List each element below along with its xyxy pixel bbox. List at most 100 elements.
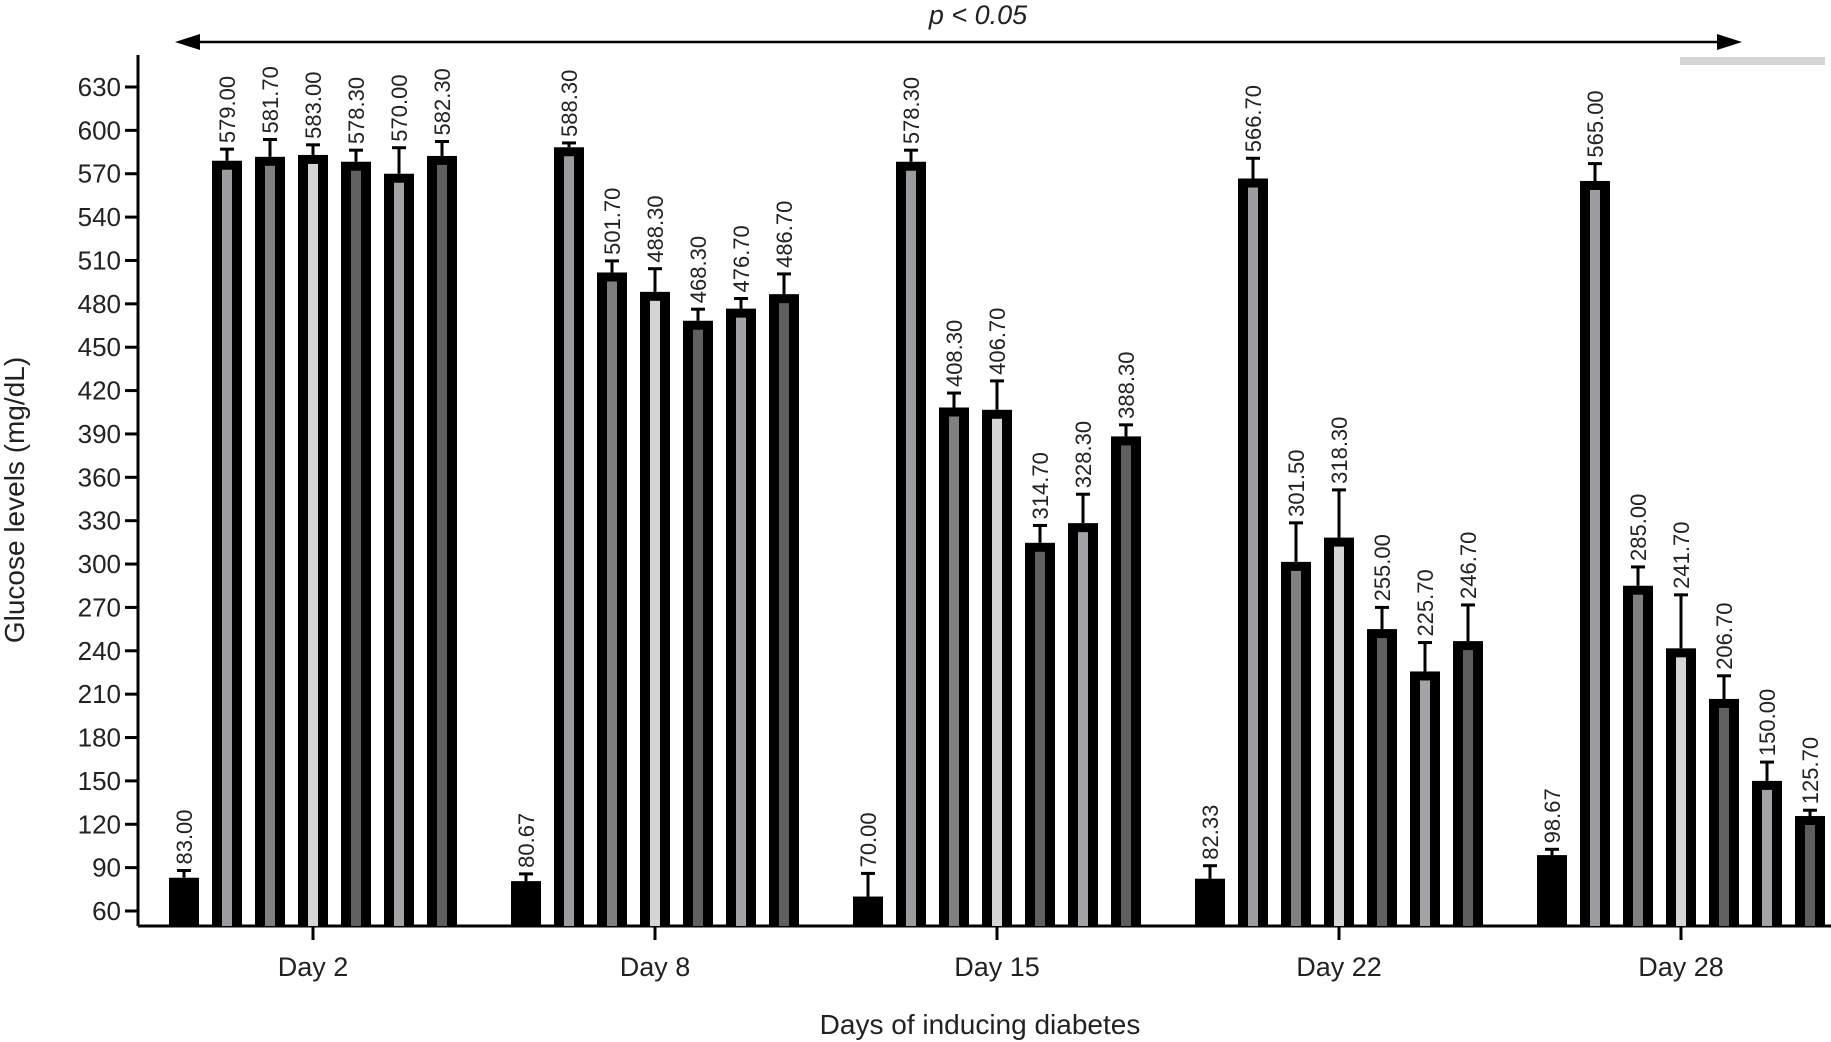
y-tick-label: 270 (78, 592, 121, 622)
y-tick-label: 540 (78, 202, 121, 232)
bar-fill-stripe (906, 170, 916, 926)
data-label: 388.30 (1114, 352, 1139, 419)
x-axis-label: Days of inducing diabetes (820, 1009, 1141, 1040)
data-label: 206.70 (1712, 603, 1737, 670)
bar-fill-stripe (1420, 680, 1430, 926)
y-tick-label: 90 (92, 853, 121, 883)
data-label: 468.30 (686, 236, 711, 303)
bar (1195, 878, 1225, 926)
data-label: 150.00 (1755, 689, 1780, 756)
bar-fill-stripe (1719, 707, 1729, 926)
significance-annotation: p < 0.05 (928, 0, 1028, 30)
data-label: 246.70 (1456, 532, 1481, 599)
bar-fill-stripe (1463, 650, 1473, 926)
data-label: 255.00 (1370, 534, 1395, 601)
data-label: 578.30 (899, 77, 924, 144)
arrow-left-head-icon (175, 34, 200, 50)
bar-fill-stripe (351, 170, 361, 926)
data-label: 570.00 (387, 74, 412, 141)
bar-fill-stripe (308, 163, 318, 927)
y-tick-label: 180 (78, 723, 121, 753)
data-label: 70.00 (856, 812, 881, 867)
bar-fill-stripe (1633, 594, 1643, 926)
bar (511, 881, 541, 926)
data-label: 408.30 (942, 320, 967, 387)
bar-fill-stripe (607, 281, 617, 926)
bar-fill-stripe (265, 165, 275, 927)
data-label: 318.30 (1327, 417, 1352, 484)
bar-fill-stripe (650, 300, 660, 926)
bar-fill-stripe (564, 156, 574, 926)
data-label: 285.00 (1626, 494, 1651, 561)
x-tick-label: Day 2 (278, 952, 349, 982)
y-tick-label: 420 (78, 376, 121, 406)
data-label: 583.00 (301, 72, 326, 139)
data-label: 566.70 (1241, 85, 1266, 152)
bar-fill-stripe (1121, 445, 1131, 926)
bar-fill-stripe (992, 418, 1002, 926)
y-tick-label: 150 (78, 766, 121, 796)
x-tick-label: Day 15 (954, 952, 1040, 982)
y-tick-label: 330 (78, 506, 121, 536)
bar-fill-stripe (1377, 638, 1387, 926)
y-tick-label: 570 (78, 159, 121, 189)
y-tick-label: 390 (78, 419, 121, 449)
data-label: 301.50 (1284, 450, 1309, 517)
bar-fill-stripe (1291, 570, 1301, 926)
y-tick-label: 60 (92, 896, 121, 926)
data-label: 565.00 (1583, 90, 1608, 157)
data-label: 314.70 (1028, 452, 1053, 519)
data-label: 486.70 (772, 201, 797, 268)
bar-fill-stripe (437, 164, 447, 926)
bar-fill-stripe (1805, 825, 1815, 926)
data-label: 241.70 (1669, 522, 1694, 589)
bar-fill-stripe (394, 182, 404, 927)
bar (169, 877, 199, 926)
bar (853, 896, 883, 926)
bar-fill-stripe (222, 169, 232, 926)
x-tick-label: Day 22 (1296, 952, 1382, 982)
y-tick-label: 510 (78, 245, 121, 275)
data-label: 406.70 (985, 308, 1010, 375)
bar-fill-stripe (1078, 532, 1088, 926)
data-label: 581.70 (258, 66, 283, 133)
data-label: 578.30 (344, 77, 369, 144)
bar-fill-stripe (779, 303, 789, 926)
y-tick-label: 360 (78, 462, 121, 492)
bar (1537, 855, 1567, 926)
bar-fill-stripe (1334, 546, 1344, 926)
bar-fill-stripe (693, 329, 703, 926)
bar-fill-stripe (1035, 551, 1045, 926)
data-label: 328.30 (1071, 421, 1096, 488)
arrow-right-head-icon (1717, 34, 1742, 50)
data-label: 488.30 (643, 195, 668, 262)
y-tick-label: 600 (78, 115, 121, 145)
y-tick-label: 480 (78, 289, 121, 319)
data-label: 98.67 (1540, 788, 1565, 843)
y-tick-label: 450 (78, 332, 121, 362)
bar-fill-stripe (1590, 189, 1600, 926)
data-label: 476.70 (729, 225, 754, 292)
decorative-gray-line (1680, 57, 1825, 65)
data-label: 579.00 (215, 76, 240, 143)
x-tick-label: Day 8 (620, 952, 691, 982)
data-label: 125.70 (1798, 737, 1823, 804)
data-label: 225.70 (1413, 569, 1438, 636)
bar-fill-stripe (1676, 657, 1686, 926)
y-tick-label: 630 (78, 72, 121, 102)
bar-fill-stripe (1762, 789, 1772, 926)
y-axis-label: Glucose levels (mg/dL) (0, 357, 30, 643)
x-tick-label: Day 28 (1638, 952, 1724, 982)
bar-fill-stripe (1248, 187, 1258, 926)
y-tick-label: 120 (78, 809, 121, 839)
y-tick-label: 210 (78, 679, 121, 709)
data-label: 501.70 (600, 188, 625, 255)
data-label: 582.30 (430, 68, 455, 135)
data-label: 83.00 (172, 809, 197, 864)
y-tick-label: 300 (78, 549, 121, 579)
data-label: 588.30 (557, 70, 582, 137)
bar-fill-stripe (736, 317, 746, 926)
y-tick-label: 240 (78, 636, 121, 666)
data-label: 82.33 (1198, 805, 1223, 860)
